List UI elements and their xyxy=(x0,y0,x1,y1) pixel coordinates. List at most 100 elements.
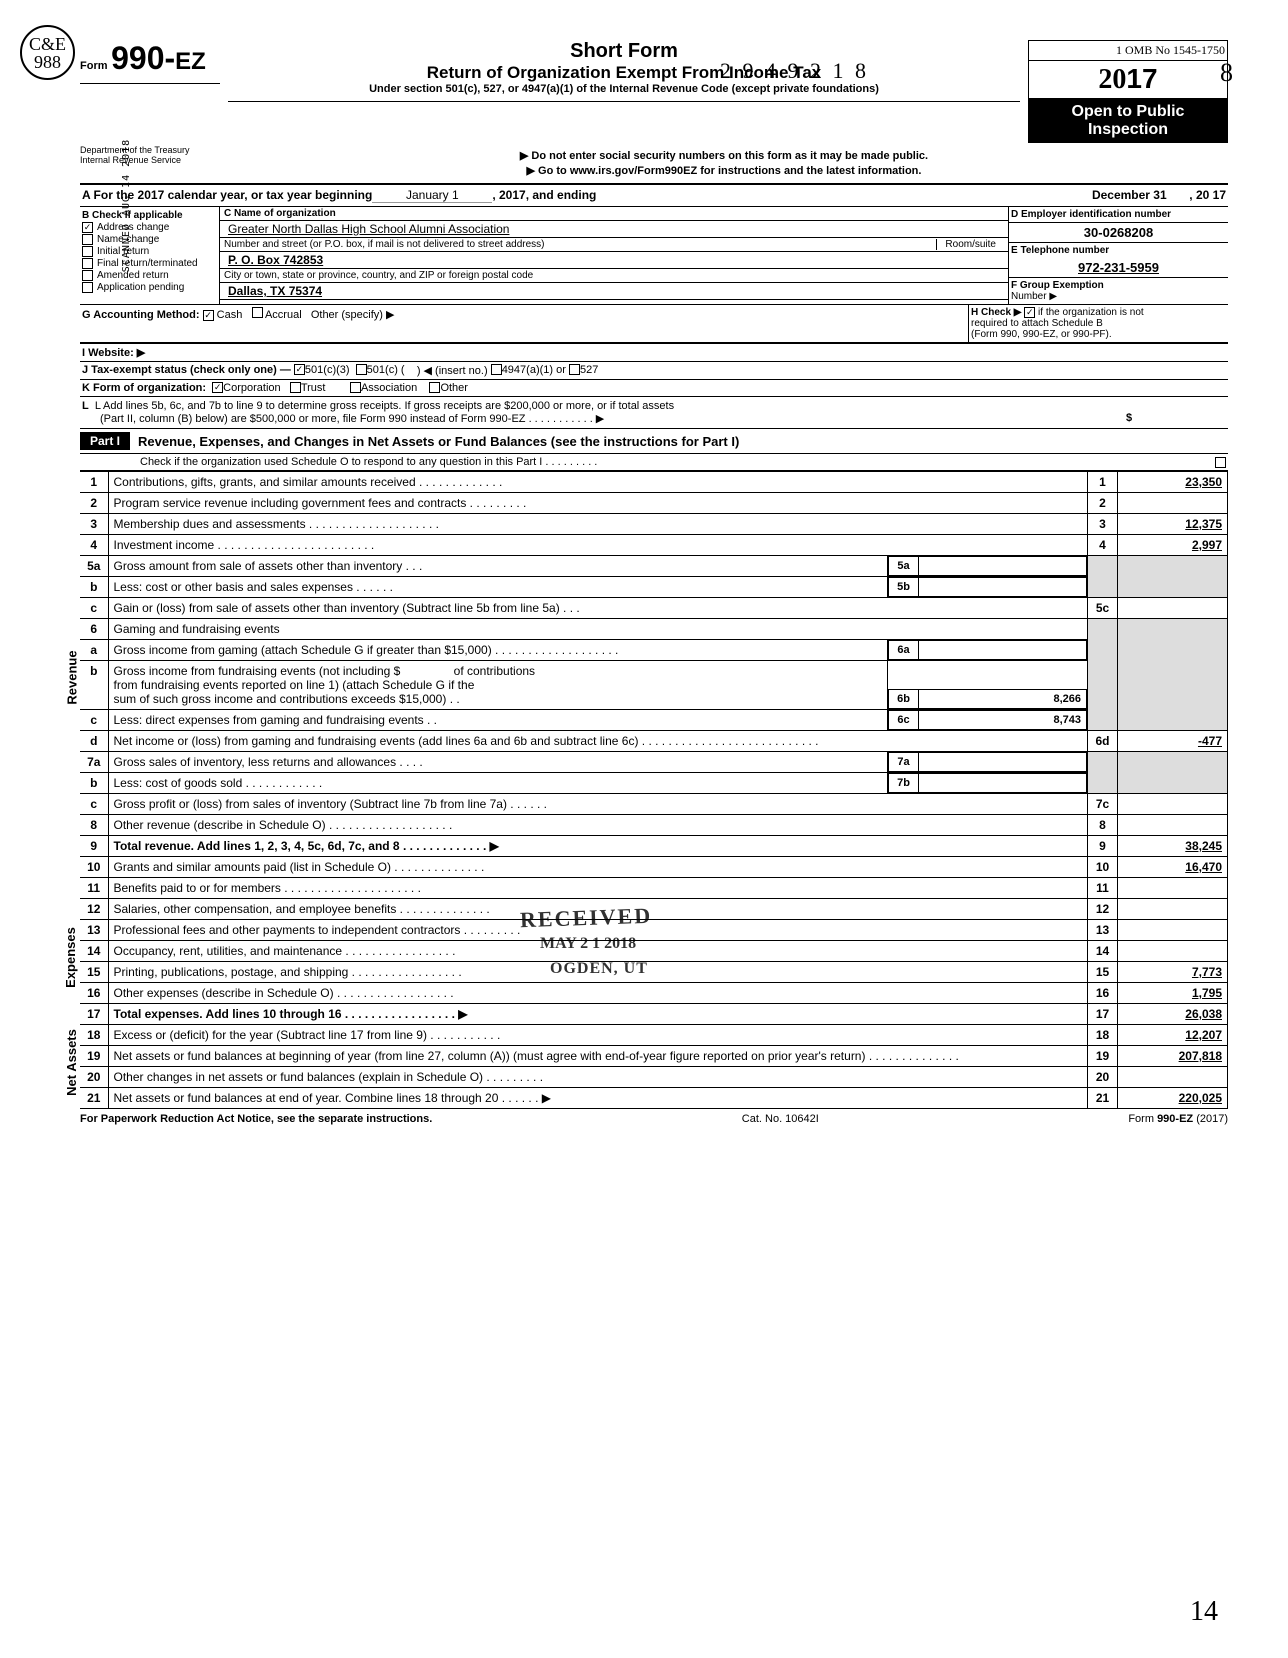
scanner-mark: SCANNED AUG 14 2018 xyxy=(121,139,132,272)
tax-year: 2017 xyxy=(1029,61,1227,99)
B-header: B Check if applicable xyxy=(82,210,217,221)
line-6: 6Gaming and fundraising events xyxy=(80,619,1228,640)
line-3: 3Membership dues and assessments . . . .… xyxy=(80,514,1228,535)
chk-corp[interactable]: ✓ xyxy=(212,382,223,393)
line-8: 8Other revenue (describe in Schedule O) … xyxy=(80,815,1228,836)
section-BCDEF: B Check if applicable ✓Address change Na… xyxy=(80,207,1228,305)
phone: 972-231-5959 xyxy=(1009,258,1228,278)
line-9: 9Total revenue. Add lines 1, 2, 3, 4, 5c… xyxy=(80,836,1228,857)
part1-check: Check if the organization used Schedule … xyxy=(80,454,1228,471)
label-revenue: Revenue xyxy=(65,650,80,704)
form-prefix: Form xyxy=(80,60,108,72)
omb-box: 1 OMB No 1545-1750 2017 Open to PublicIn… xyxy=(1028,40,1228,143)
line-5b: bLess: cost or other basis and sales exp… xyxy=(80,577,1228,598)
chk-501c3[interactable]: ✓ xyxy=(294,364,305,375)
corner-stamp-text: C&E 988 xyxy=(22,35,73,71)
chk-527[interactable] xyxy=(569,364,580,375)
row-A: A For the 2017 calendar year, or tax yea… xyxy=(80,185,1228,207)
line-12: 12Salaries, other compensation, and empl… xyxy=(80,899,1228,920)
line-15: 15Printing, publications, postage, and s… xyxy=(80,962,1228,983)
F-block: F Group ExemptionNumber ▶ xyxy=(1009,278,1228,304)
H-block: H Check ▶ ✓ if the organization is not r… xyxy=(968,305,1228,342)
A-begin: January 1 xyxy=(372,188,492,203)
line-14: 14Occupancy, rent, utilities, and mainte… xyxy=(80,941,1228,962)
C-hdr: C Name of organization xyxy=(220,207,1008,221)
line-10: 10Grants and similar amounts paid (list … xyxy=(80,857,1228,878)
open-public: Open to PublicInspection xyxy=(1029,99,1227,143)
label-netassets: Net Assets xyxy=(64,1029,79,1096)
chk-address[interactable]: ✓Address change xyxy=(82,222,217,233)
col-C: C Name of organization Greater North Dal… xyxy=(220,207,1008,304)
row-I: I Website: ▶ xyxy=(80,343,1228,362)
footer-cat: Cat. No. 10642I xyxy=(742,1113,819,1125)
room-hdr: Room/suite xyxy=(936,239,1004,250)
title-main: Return of Organization Exempt From Incom… xyxy=(228,63,1020,83)
line-7c: cGross profit or (loss) from sales of in… xyxy=(80,794,1228,815)
row-J: J Tax-exempt status (check only one) — ✓… xyxy=(80,362,1228,380)
addr-hdr: Number and street (or P.O. box, if mail … xyxy=(224,239,936,250)
chk-cash[interactable]: ✓ xyxy=(203,310,214,321)
A-end: December 31 xyxy=(1069,188,1189,203)
line-17: 17Total expenses. Add lines 10 through 1… xyxy=(80,1004,1228,1025)
G-row: G Accounting Method: ✓ Cash Accrual Othe… xyxy=(80,305,968,342)
line-11: 11Benefits paid to or for members . . . … xyxy=(80,878,1228,899)
chk-pending[interactable]: Application pending xyxy=(82,282,217,293)
A-year: , 20 17 xyxy=(1189,188,1226,203)
chk-4947[interactable] xyxy=(491,364,502,375)
col-DEF: D Employer identification number 30-0268… xyxy=(1008,207,1228,304)
omb-number: 1 OMB No 1545-1750 xyxy=(1029,41,1227,61)
lines-table: 1Contributions, gifts, grants, and simil… xyxy=(80,471,1228,1109)
chk-accrual[interactable] xyxy=(252,307,263,318)
line-6d: dNet income or (loss) from gaming and fu… xyxy=(80,731,1228,752)
row-L: L L Add lines 5b, 6c, and 7b to line 9 t… xyxy=(80,397,1228,429)
ein: 30-0268208 xyxy=(1009,223,1228,243)
chk-other[interactable] xyxy=(429,382,440,393)
I-label: I Website: ▶ xyxy=(82,346,145,359)
row-K: K Form of organization: ✓ Corporation Tr… xyxy=(80,380,1228,397)
footer-right: Form 990-EZ (2017) xyxy=(1128,1113,1228,1125)
line-1: 1Contributions, gifts, grants, and simil… xyxy=(80,472,1228,493)
line-6a: aGross income from gaming (attach Schedu… xyxy=(80,640,1228,661)
line-13: 13Professional fees and other payments t… xyxy=(80,920,1228,941)
line-18: 18Excess or (deficit) for the year (Subt… xyxy=(80,1025,1228,1046)
line-5a: 5aGross amount from sale of assets other… xyxy=(80,556,1228,577)
part1-tag: Part I xyxy=(80,432,130,450)
footer: For Paperwork Reduction Act Notice, see … xyxy=(80,1109,1228,1125)
chk-final[interactable]: Final return/terminated xyxy=(82,258,217,269)
chk-trust[interactable] xyxy=(290,382,301,393)
chk-sched-b[interactable]: ✓ xyxy=(1024,307,1035,318)
form-number-box: Form 990-EZ xyxy=(80,40,220,84)
org-address: P. O. Box 742853 xyxy=(224,253,323,267)
page-mark: 14 xyxy=(1190,1596,1218,1628)
line-5c: cGain or (loss) from sale of assets othe… xyxy=(80,598,1228,619)
line-7b: bLess: cost of goods sold . . . . . . . … xyxy=(80,773,1228,794)
row-G-H: G Accounting Method: ✓ Cash Accrual Othe… xyxy=(80,305,1228,343)
title-box: Short Form Return of Organization Exempt… xyxy=(228,40,1020,102)
handwritten-number: 2 9 4 9 2 1 8 xyxy=(720,58,869,84)
corner-stamp: C&E 988 xyxy=(20,25,75,80)
org-name: Greater North Dallas High School Alumni … xyxy=(224,222,509,236)
part1-header: Part I Revenue, Expenses, and Changes in… xyxy=(80,429,1228,454)
line-21: 21Net assets or fund balances at end of … xyxy=(80,1088,1228,1109)
footer-left: For Paperwork Reduction Act Notice, see … xyxy=(80,1113,432,1125)
E-hdr: E Telephone number xyxy=(1009,243,1228,258)
corner-eight: 8 xyxy=(1220,58,1233,88)
line-6c: cLess: direct expenses from gaming and f… xyxy=(80,710,1228,731)
subtitle: Under section 501(c), 527, or 4947(a)(1)… xyxy=(228,83,1020,95)
dept-label: Department of the TreasuryInternal Reven… xyxy=(80,143,220,183)
line-7a: 7aGross sales of inventory, less returns… xyxy=(80,752,1228,773)
chk-sched-o-p1[interactable] xyxy=(1215,457,1226,468)
title-short: Short Form xyxy=(228,40,1020,63)
chk-501c[interactable] xyxy=(356,364,367,375)
chk-name[interactable]: Name change xyxy=(82,234,217,245)
part1-title: Revenue, Expenses, and Changes in Net As… xyxy=(138,434,739,449)
chk-initial[interactable]: Initial return xyxy=(82,246,217,257)
chk-assoc[interactable] xyxy=(350,382,361,393)
D-hdr: D Employer identification number xyxy=(1009,207,1228,223)
line-20: 20Other changes in net assets or fund ba… xyxy=(80,1067,1228,1088)
form-header: Form 990-EZ Short Form Return of Organiz… xyxy=(80,40,1228,143)
label-expenses: Expenses xyxy=(63,927,78,988)
line-16: 16Other expenses (describe in Schedule O… xyxy=(80,983,1228,1004)
org-city: Dallas, TX 75374 xyxy=(224,284,322,298)
chk-amended[interactable]: Amended return xyxy=(82,270,217,281)
